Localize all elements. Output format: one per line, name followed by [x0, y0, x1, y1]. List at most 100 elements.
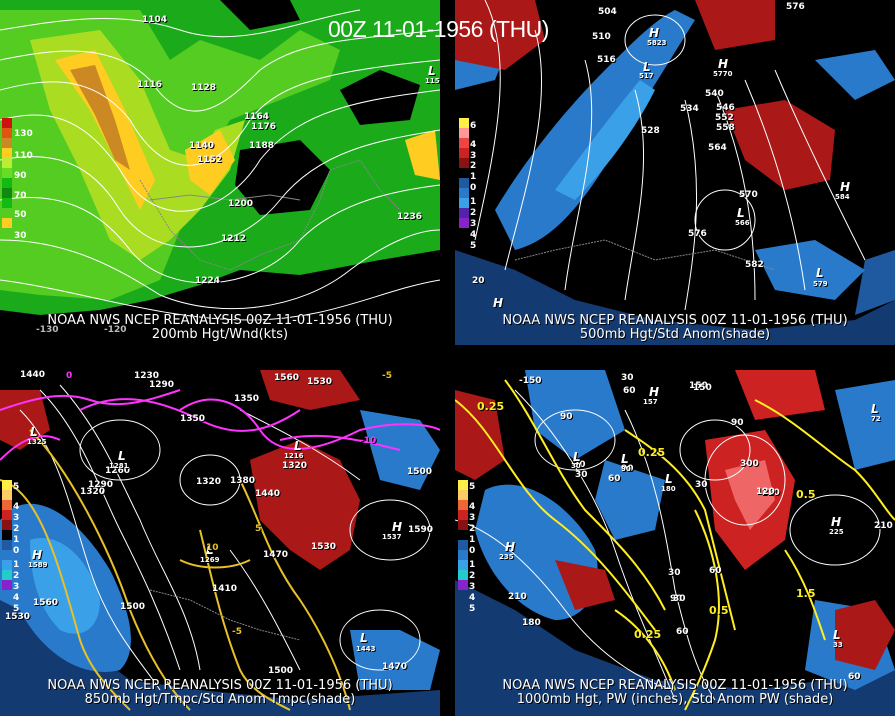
high-marker: H — [840, 180, 851, 194]
caption-line-1: NOAA NWS NCEP REANALYSIS 00Z 11-01-1956 … — [502, 678, 848, 693]
contour-label: 1590 — [408, 525, 434, 535]
high-marker: H — [649, 385, 660, 399]
legend-label: 5 — [469, 604, 476, 614]
contour-label: 30 — [695, 480, 708, 490]
low-value: 33 — [833, 641, 843, 649]
high-value: 157 — [643, 398, 658, 406]
low-marker: L — [428, 64, 436, 78]
contour-label: 210 — [508, 592, 527, 602]
legend-label: 30 — [14, 231, 27, 241]
contour-label: 1530 — [307, 377, 333, 387]
contour-label: 1212 — [221, 234, 247, 244]
pw-label: 0.25 — [634, 628, 662, 641]
contour-label: 1128 — [191, 83, 217, 93]
contour-label: 30 — [621, 373, 634, 383]
legend-label: 4 — [13, 502, 20, 512]
contour-label: 1164 — [244, 112, 270, 122]
low-marker: L — [360, 631, 368, 645]
longitude-label: -130 — [36, 325, 59, 335]
low-value: 1153 — [425, 77, 440, 85]
contour-label: 528 — [641, 126, 660, 136]
high-marker: H — [718, 57, 729, 71]
panel-500mb: 6 4 3 2 1 0 1 2 3 4 5 504 510 516 528 53… — [455, 0, 895, 345]
contour-label: 1224 — [195, 276, 221, 286]
contour-label: 60 — [608, 474, 621, 484]
legend-label: 4 — [13, 593, 20, 603]
high-marker: H — [649, 26, 660, 40]
contour-label: 1200 — [228, 199, 254, 209]
pw-label: 0.5 — [709, 604, 729, 617]
contour-label: 1560 — [33, 598, 59, 608]
caption-line-2: 200mb Hgt/Wnd(kts) — [151, 327, 289, 342]
map-500mb-anomaly — [455, 0, 895, 345]
low-marker: L — [118, 449, 126, 463]
legend-label: 1 — [469, 535, 476, 545]
contour-label: 1500 — [407, 467, 433, 477]
contour-label: 1290 — [149, 380, 175, 390]
anomaly-legend — [459, 118, 469, 228]
low-value: 517 — [639, 72, 654, 80]
high-marker: H — [831, 515, 842, 529]
contour-label: 30 — [575, 470, 588, 480]
contour-label: 150 — [689, 381, 708, 391]
panel-850mb: 5 4 3 2 1 0 1 2 3 4 5 1440 1230 1290 126… — [0, 370, 440, 716]
contour-label: 510 — [592, 32, 611, 42]
contour-label: 1104 — [142, 15, 168, 25]
legend-label: 5 — [469, 482, 476, 492]
legend-label: 5 — [13, 482, 20, 492]
low-marker: L — [871, 402, 879, 416]
map-title: 00Z 11-01-1956 (THU) — [328, 16, 549, 42]
contour-label: 1500 — [120, 602, 146, 612]
contour-label: 1470 — [382, 662, 408, 672]
contour-label: 570 — [739, 190, 758, 200]
legend-label: 4 — [469, 593, 476, 603]
temp-label: -10 — [360, 436, 377, 446]
low-value: 1281 — [109, 462, 129, 470]
low-value: 1325 — [27, 438, 47, 446]
low-value: 30 — [571, 462, 581, 470]
low-value: 90 — [621, 465, 631, 473]
contour-label: 120 — [761, 488, 780, 498]
longitude-label: -120 — [104, 325, 127, 335]
contour-label: 90 — [560, 412, 573, 422]
contour-label: 576 — [786, 2, 805, 12]
contour-label: 1500 — [268, 666, 294, 676]
legend-label: 90 — [14, 171, 27, 181]
contour-label: 1236 — [397, 212, 423, 222]
panel-caption: NOAA NWS NCEP REANALYSIS 00Z 11-01-1956 … — [0, 314, 440, 342]
low-value: 180 — [661, 485, 676, 493]
legend-label: 3 — [469, 513, 476, 523]
high-marker: H — [392, 520, 403, 534]
contour-label: 1260 — [105, 466, 131, 476]
contour-label: 30 — [673, 594, 686, 604]
contour-label: 516 — [597, 55, 616, 65]
panel-1000mb: 5 4 3 2 1 0 1 2 3 4 5 0.25 0.25 0.5 1.5 … — [455, 370, 895, 716]
legend-label: 110 — [14, 151, 33, 161]
high-value: 235 — [499, 553, 514, 561]
low-marker: L — [206, 543, 214, 557]
high-marker: H — [505, 540, 516, 554]
map-200mb-wind — [0, 0, 440, 345]
contour-label: 1530 — [311, 542, 337, 552]
contour-label: 1152 — [197, 155, 223, 165]
low-marker: L — [833, 628, 841, 642]
legend-label: 2 — [470, 208, 477, 218]
contour-label: 1530 — [5, 612, 31, 622]
contour-label: 1440 — [20, 370, 46, 380]
legend-label: 1 — [469, 560, 476, 570]
high-value: 1537 — [382, 533, 402, 541]
legend-label: 0 — [13, 546, 20, 556]
high-value: 5823 — [647, 39, 667, 47]
legend-label: 3 — [469, 582, 476, 592]
panel-caption: NOAA NWS NCEP REANALYSIS 00Z 11-01-1956 … — [0, 679, 440, 707]
legend-label: 0 — [470, 183, 477, 193]
low-value: 1269 — [200, 556, 220, 564]
contour-label: 1140 — [189, 141, 215, 151]
contour-label: 90 — [670, 594, 683, 604]
legend-label: 3 — [13, 582, 20, 592]
low-marker: L — [643, 60, 651, 74]
contour-label: 1350 — [234, 394, 260, 404]
legend-label: 3 — [13, 513, 20, 523]
contour-label: 60 — [623, 386, 636, 396]
legend-label: 3 — [470, 219, 477, 229]
